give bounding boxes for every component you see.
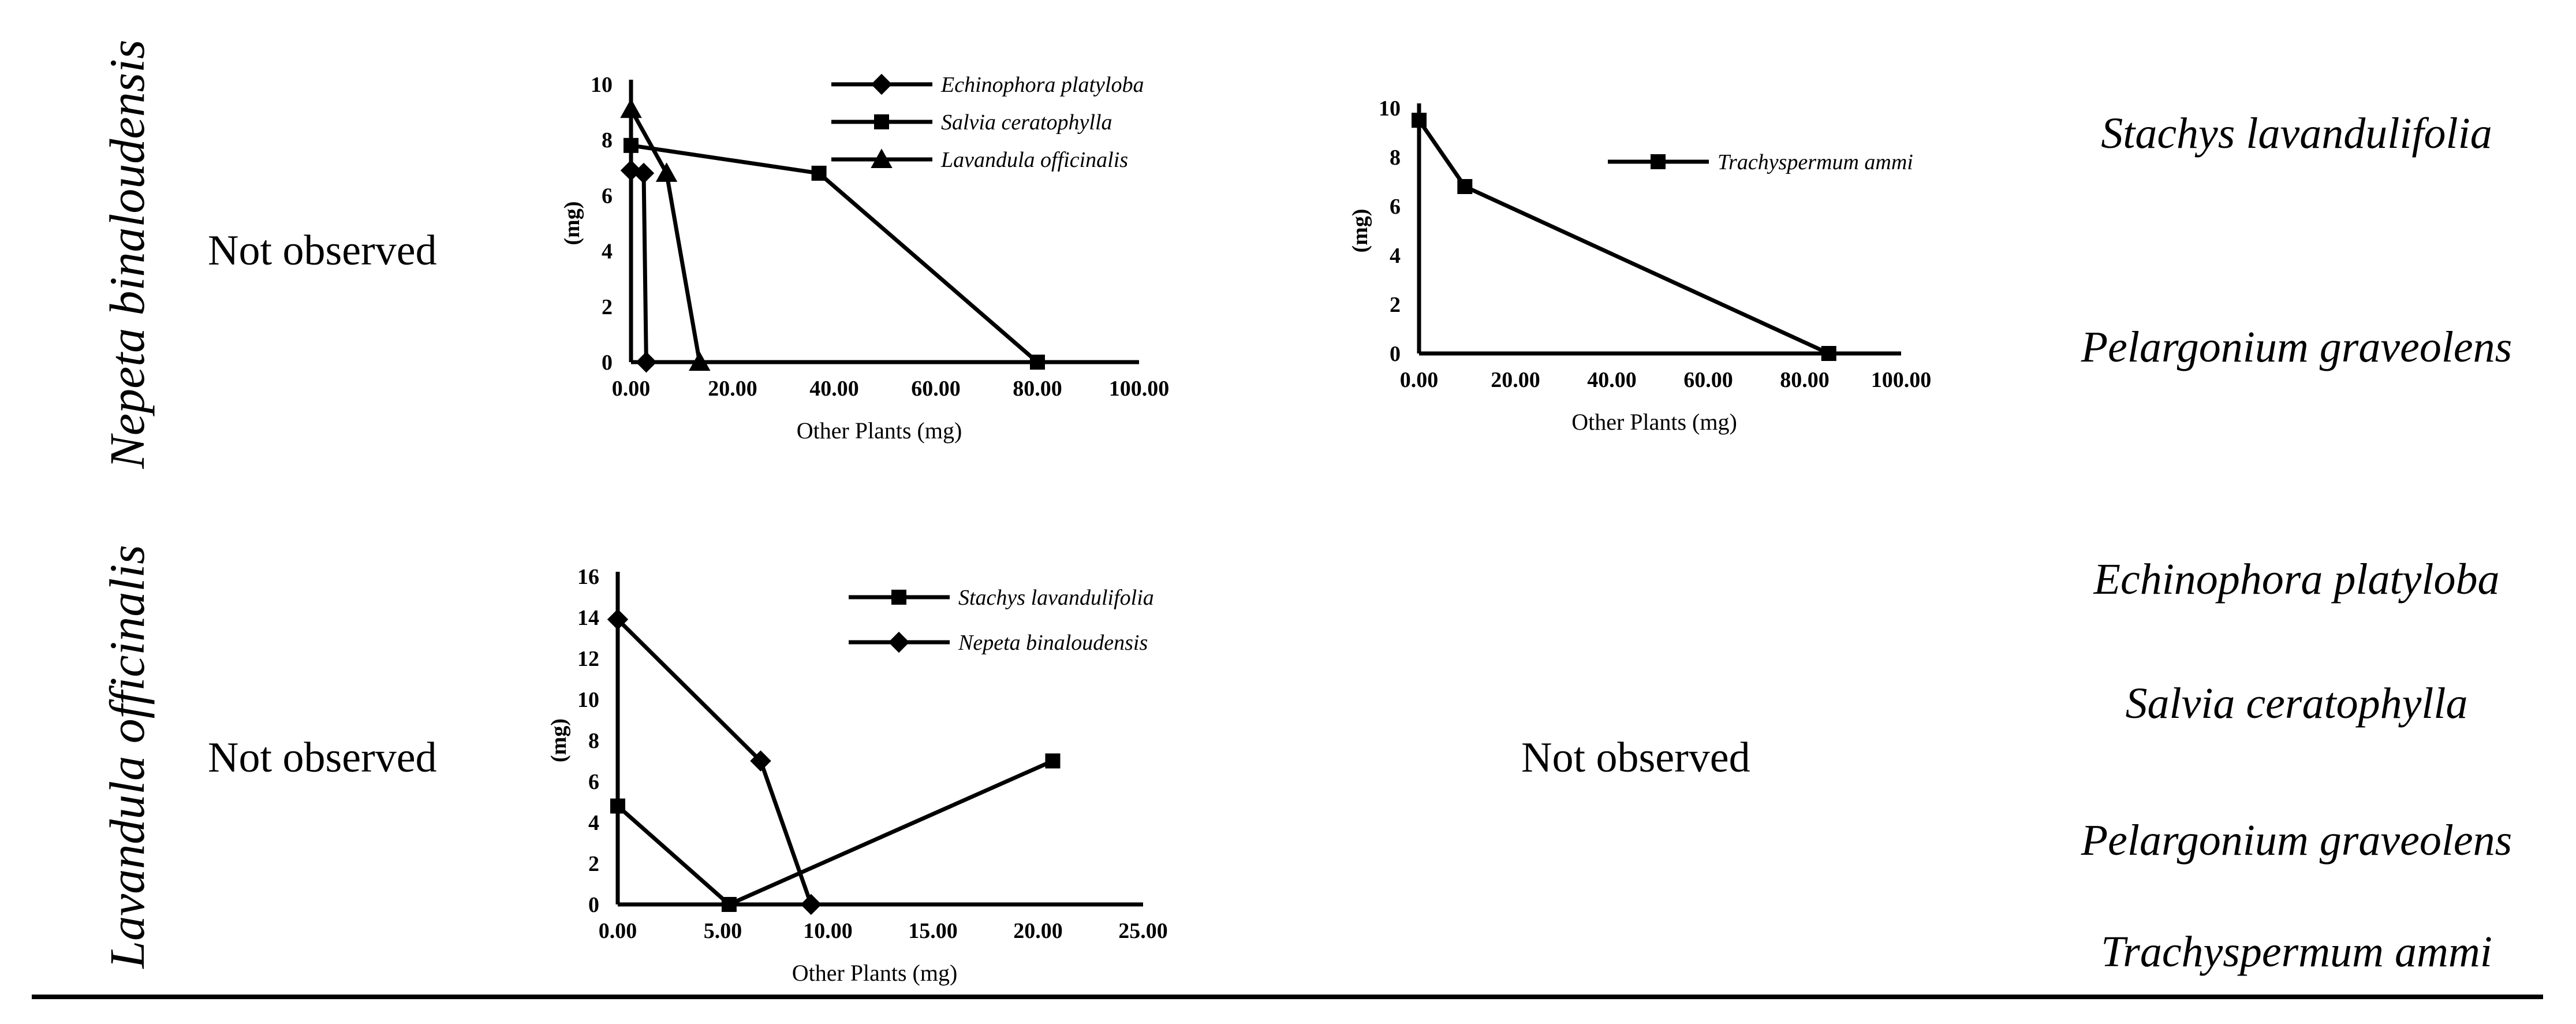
legend-marker — [871, 148, 893, 168]
data-point — [655, 162, 678, 182]
legend-marker — [871, 73, 893, 95]
x-axis-label: Other Plants (mg) — [1571, 409, 1737, 435]
y-tick-label: 12 — [577, 647, 599, 671]
y-tick-label: 0 — [1390, 342, 1401, 366]
y-axis-label: (mg) — [560, 202, 584, 245]
x-tick-label: 10.00 — [803, 919, 853, 943]
x-tick-label: 25.00 — [1118, 919, 1168, 943]
y-axis-label: (mg) — [1348, 209, 1372, 253]
x-tick-label: 100.00 — [1871, 368, 1932, 392]
legend-label: Stachys lavandulifolia — [958, 586, 1154, 610]
y-tick-label: 0 — [602, 351, 613, 375]
data-point — [1045, 753, 1061, 769]
x-tick-label: 0.00 — [599, 919, 637, 943]
y-tick-label: 2 — [1390, 293, 1401, 317]
data-point — [689, 351, 711, 371]
legend-marker — [891, 590, 906, 605]
x-tick-label: 20.00 — [1013, 919, 1063, 943]
x-axis-label: Other Plants (mg) — [792, 960, 958, 986]
y-tick-label: 16 — [577, 565, 599, 589]
data-point — [750, 750, 771, 772]
legend-label: Lavandula officinalis — [940, 148, 1128, 172]
y-tick-label: 2 — [588, 852, 599, 876]
x-tick-label: 40.00 — [809, 377, 859, 401]
series-line — [616, 759, 1054, 907]
species-right-r2-0: Echinophora platyloba — [2093, 555, 2500, 604]
y-tick-label: 4 — [588, 811, 599, 835]
legend-marker — [888, 631, 910, 653]
legend-label: Trachyspermum ammi — [1718, 150, 1913, 174]
data-point — [624, 137, 639, 153]
y-tick-label: 10 — [1379, 96, 1401, 121]
data-point — [1412, 113, 1427, 128]
species-right-r1-1: Pelargonium graveolens — [2081, 323, 2512, 371]
x-tick-label: 40.00 — [1587, 368, 1637, 392]
data-point — [620, 98, 642, 118]
x-tick-label: 80.00 — [1780, 368, 1830, 392]
data-point — [607, 609, 629, 630]
row2-col1-not-observed: Not observed — [208, 734, 437, 781]
species-right-r2-3: Trachyspermum ammi — [2101, 928, 2492, 976]
data-point — [610, 798, 625, 814]
species-right-r2-1: Salvia ceratophylla — [2125, 679, 2468, 728]
table-bottom-rule — [32, 995, 2543, 999]
y-tick-label: 4 — [602, 240, 613, 264]
data-point — [1030, 355, 1045, 370]
x-tick-label: 0.00 — [1400, 368, 1439, 392]
data-point — [633, 162, 655, 184]
x-tick-label: 100.00 — [1109, 377, 1170, 401]
x-tick-label: 0.00 — [612, 377, 651, 401]
data-point — [636, 351, 657, 373]
y-tick-label: 10 — [577, 688, 599, 712]
y-tick-label: 2 — [602, 295, 613, 319]
x-tick-label: 60.00 — [911, 377, 961, 401]
data-point — [1457, 179, 1473, 194]
x-tick-label: 60.00 — [1683, 368, 1733, 392]
y-tick-label: 0 — [588, 893, 599, 917]
data-point — [800, 893, 822, 915]
data-point — [1821, 346, 1836, 361]
y-tick-label: 6 — [602, 184, 613, 208]
legend-label: Salvia ceratophylla — [941, 110, 1112, 135]
y-tick-label: 8 — [588, 729, 599, 753]
data-point — [811, 165, 827, 181]
x-tick-label: 80.00 — [1013, 377, 1062, 401]
y-tick-label: 8 — [602, 128, 613, 152]
legend-label: Nepeta binaloudensis — [958, 631, 1148, 655]
y-tick-label: 8 — [1390, 146, 1401, 170]
species-right-r2-2: Pelargonium graveolens — [2081, 816, 2512, 865]
legend-label: Echinophora platyloba — [940, 73, 1144, 97]
legend-marker — [1651, 154, 1666, 169]
y-tick-label: 6 — [588, 770, 599, 794]
row1-col1-not-observed: Not observed — [208, 227, 437, 274]
y-tick-label: 6 — [1390, 195, 1401, 219]
y-tick-label: 14 — [577, 606, 599, 630]
x-axis-label: Other Plants (mg) — [797, 418, 962, 444]
row2-col3-not-observed: Not observed — [1521, 734, 1750, 781]
y-tick-label: 4 — [1390, 244, 1401, 268]
y-axis-label: (mg) — [547, 718, 571, 762]
x-tick-label: 20.00 — [708, 377, 757, 401]
legend-marker — [874, 114, 889, 129]
series-line — [616, 618, 813, 906]
data-point — [721, 897, 737, 912]
y-tick-label: 10 — [591, 73, 613, 97]
x-tick-label: 15.00 — [908, 919, 958, 943]
x-tick-label: 5.00 — [704, 919, 742, 943]
x-tick-label: 20.00 — [1491, 368, 1540, 392]
species-right-r1-0: Stachys lavandulifolia — [2101, 109, 2492, 158]
